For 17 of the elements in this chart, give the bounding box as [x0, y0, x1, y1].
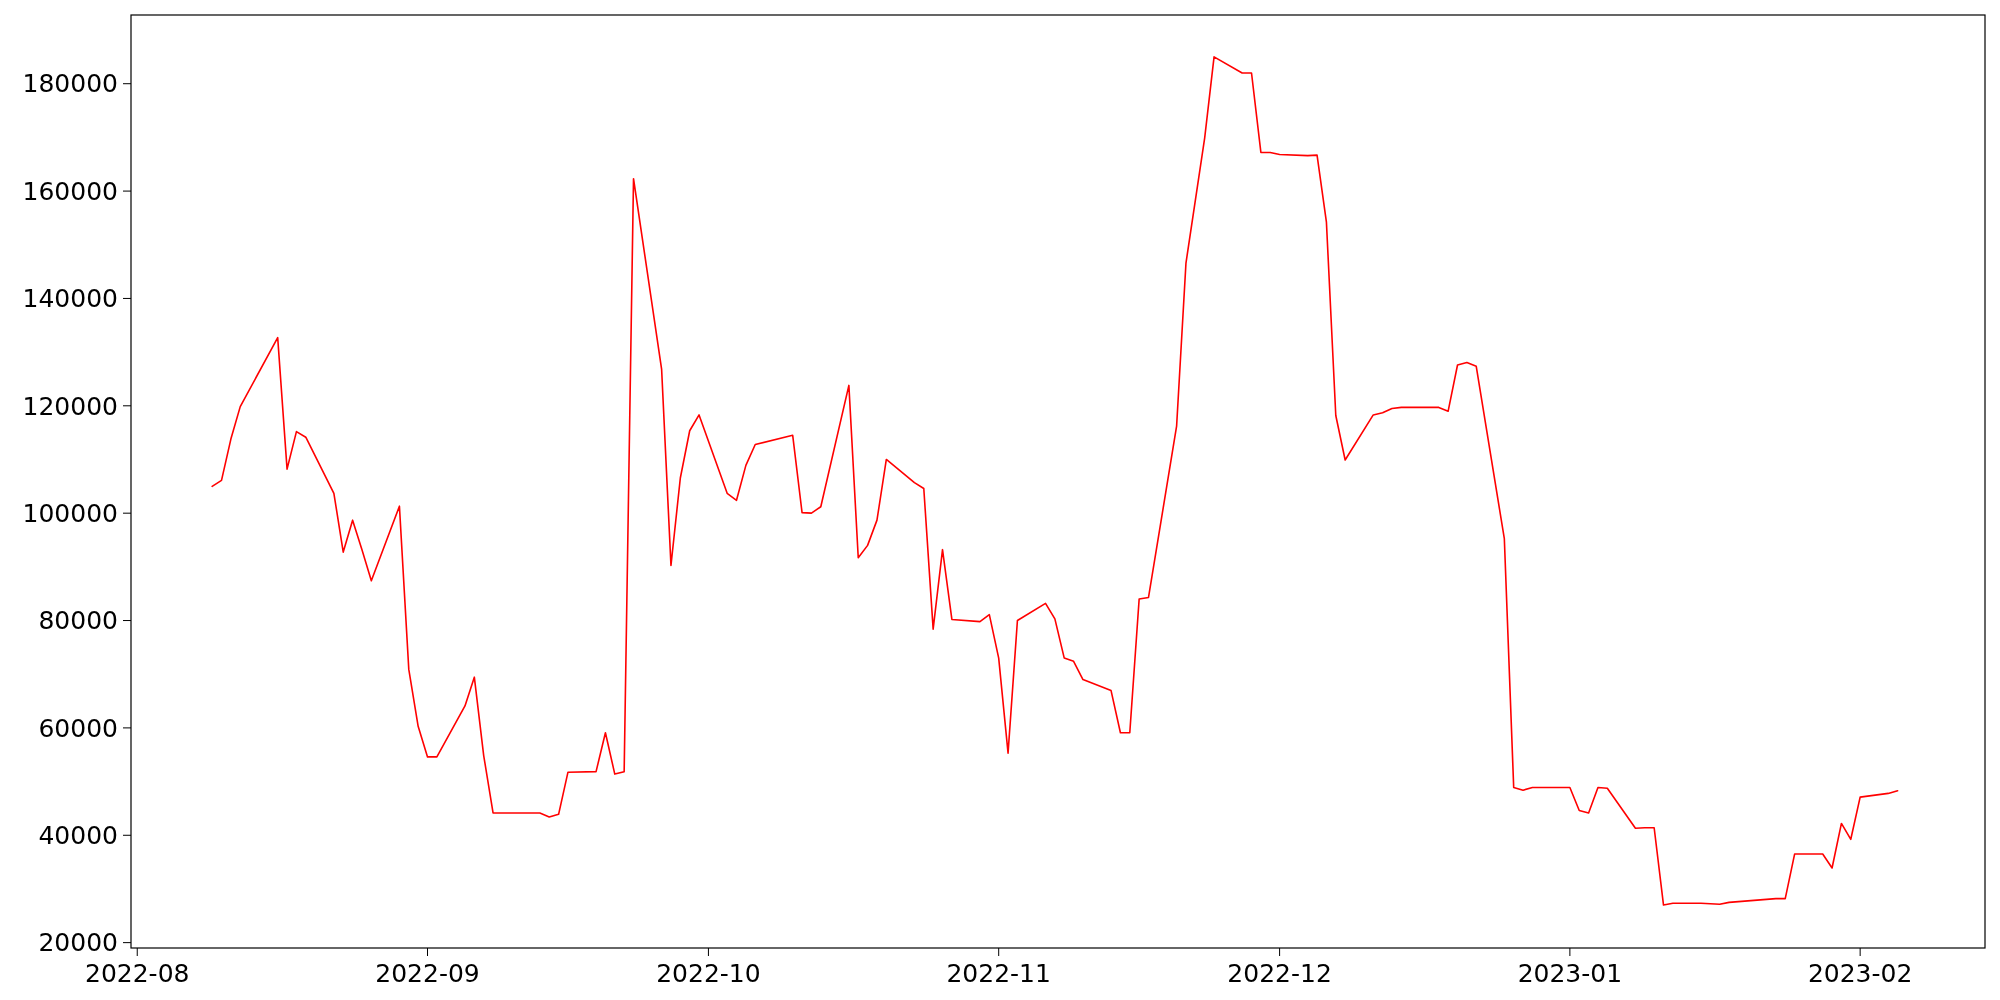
- y-tick-label: 40000: [38, 821, 118, 851]
- y-tick-label: 20000: [38, 928, 118, 958]
- x-tick-label: 2023-01: [1517, 959, 1623, 988]
- x-tick-label: 2022-10: [656, 959, 761, 988]
- line-series: [211, 56, 1899, 906]
- y-tick-label: 100000: [22, 498, 118, 528]
- x-tick-label: 2022-11: [946, 959, 1051, 988]
- y-tick-label: 140000: [22, 284, 118, 314]
- x-tick-label: 2022-09: [375, 959, 480, 988]
- y-tick-label: 180000: [22, 69, 118, 99]
- y-tick-label: 80000: [38, 606, 118, 636]
- y-tick-label: 160000: [22, 176, 118, 206]
- y-tick-label: 120000: [22, 391, 118, 421]
- x-tick-label: 2022-08: [85, 959, 190, 988]
- x-tick-label: 2023-02: [1807, 959, 1913, 988]
- y-tick-label: 60000: [38, 713, 118, 743]
- x-tick-label: 2022-12: [1227, 959, 1332, 988]
